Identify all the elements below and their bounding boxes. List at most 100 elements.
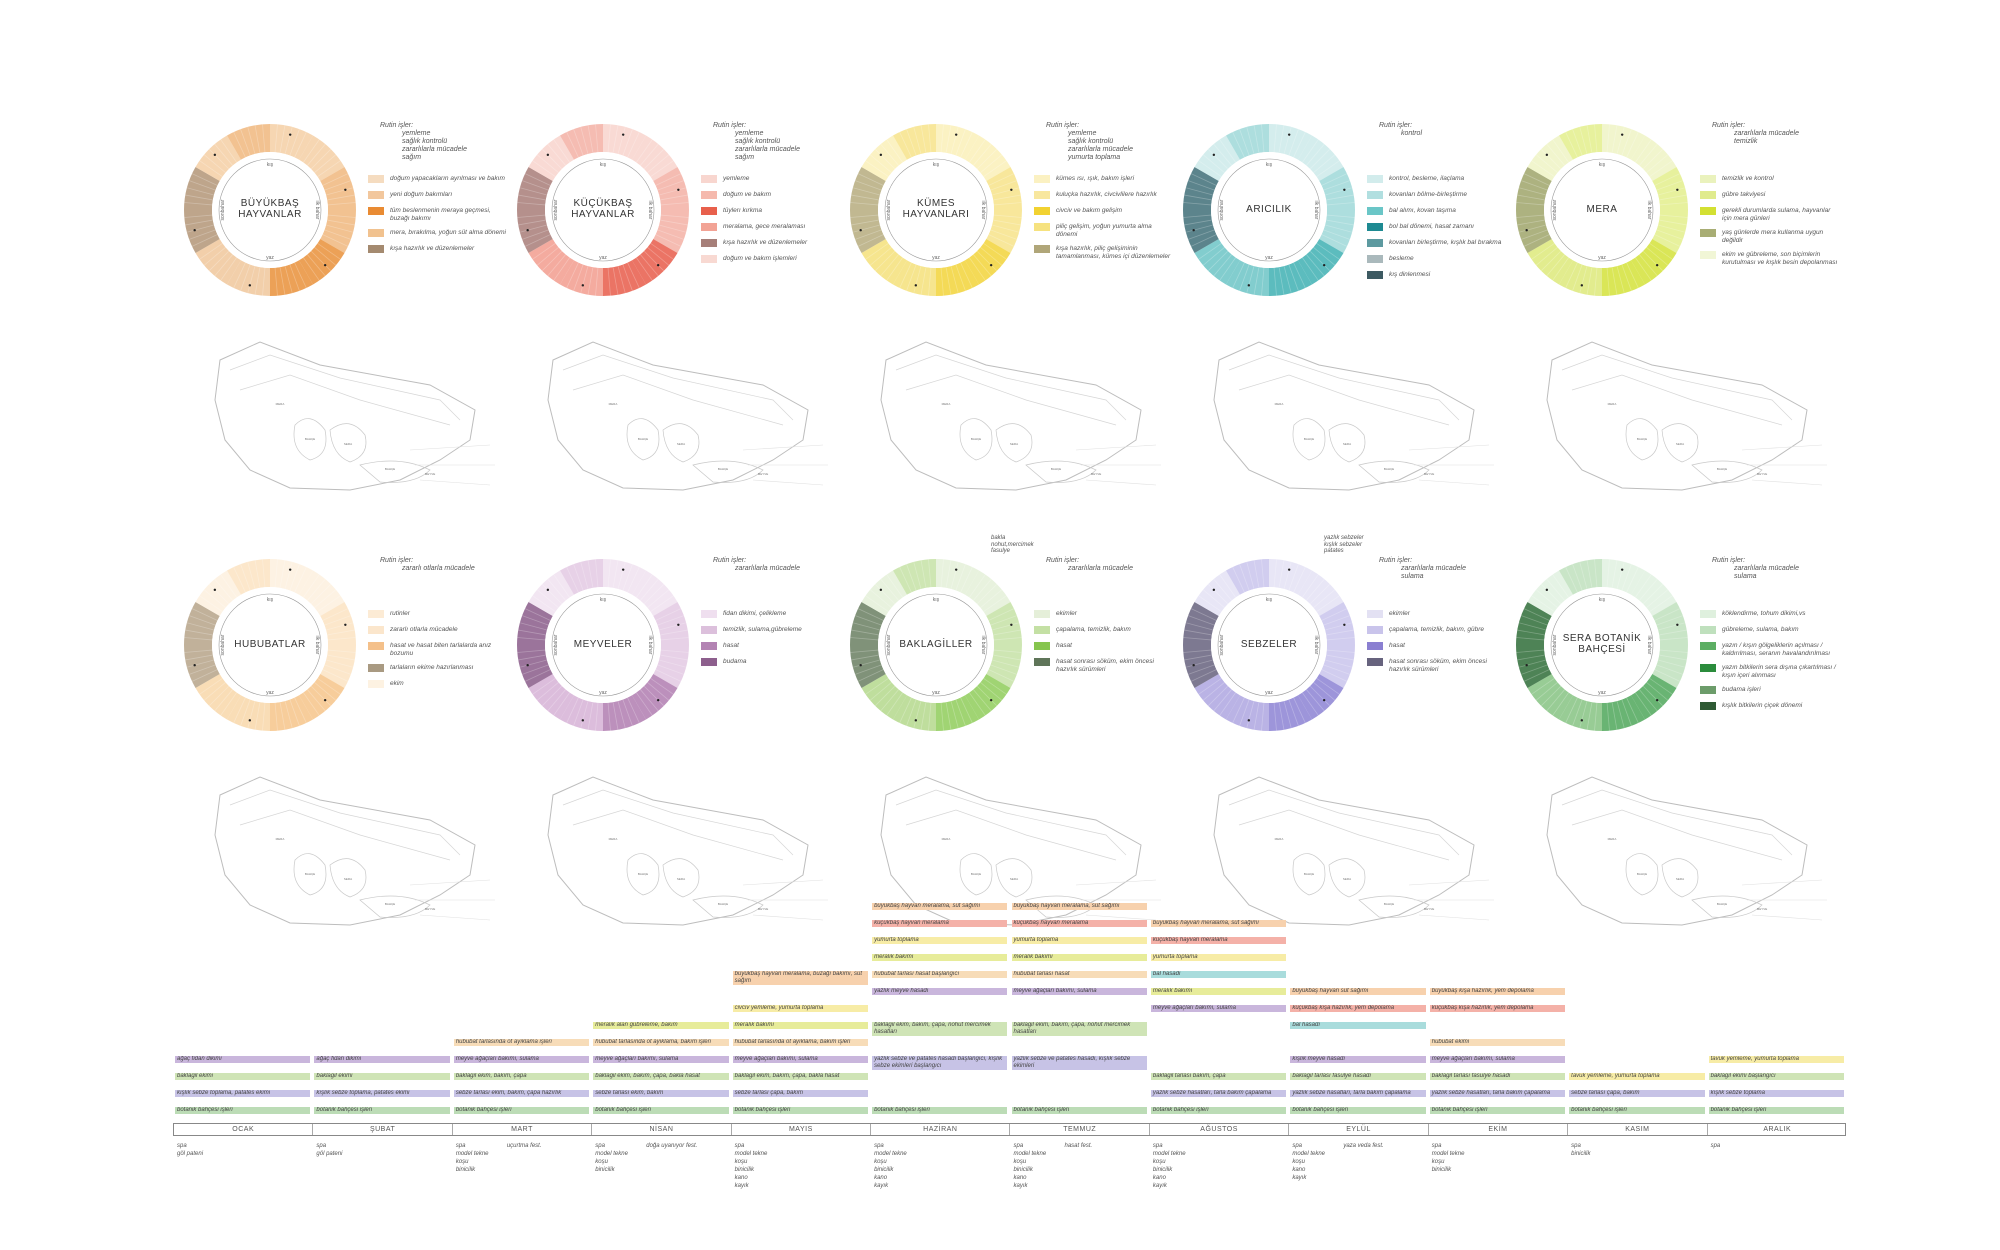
legend-swatch xyxy=(701,207,717,215)
timeline-event: spa model tekne koşu binicilik kano kayı… xyxy=(1152,1143,1186,1189)
routine-list: Rutin işler: zararlılarla mücadele sulama xyxy=(1712,557,1822,581)
timeline-bar: büyükbaş hayvan meralama, süt sağımı xyxy=(1011,903,1147,910)
activity-dot xyxy=(656,698,660,702)
timeline-bar: botanik bahçesi işleri xyxy=(1708,1107,1844,1114)
wheel-segment xyxy=(1194,135,1240,181)
legend-text: yaş günlerde mera kullanma uygun değildi… xyxy=(1722,229,1824,244)
legend-item: kışa hazırlık ve düzenlemeler xyxy=(701,239,841,248)
routine-item: zararlılarla mücadele xyxy=(735,565,800,572)
routine-label: Rutin işler: xyxy=(1712,122,1746,129)
wheel-segment xyxy=(227,559,270,595)
map-label: MEYVE xyxy=(758,907,769,911)
wheel-segment xyxy=(1652,645,1688,688)
legend-item: kış dinlenmesi xyxy=(1367,271,1507,280)
activity-dot xyxy=(914,284,918,287)
legend-item: budama işleri xyxy=(1700,686,1840,695)
wheel-segment xyxy=(1652,602,1688,645)
timeline-event: spa model tekne koşu binicilik xyxy=(595,1143,628,1173)
panel-aricilik: kış ilk bahar yaz sonbahar ARICILIK Rutin işl… xyxy=(1179,120,1509,520)
legend-swatch xyxy=(1700,175,1716,183)
map-label: BAHÇE xyxy=(1637,872,1647,876)
legend-text: hasat sonrası söküm, ekim öncesi hazırlı… xyxy=(1389,658,1487,673)
timeline-bar: botanik bahçesi işleri xyxy=(453,1107,590,1114)
wheel-segment xyxy=(1194,674,1240,720)
month-label: MART xyxy=(453,1124,593,1135)
activity-dot xyxy=(288,133,292,136)
legend-swatch xyxy=(701,239,717,247)
wheel-segment xyxy=(965,239,1011,285)
routine-item: temizlik xyxy=(1734,138,1758,145)
map-label: MERA xyxy=(942,837,951,841)
activity-dot xyxy=(1247,284,1251,287)
legend-swatch xyxy=(1367,642,1383,650)
wheel-segment xyxy=(560,695,603,731)
season-label-right: ilk bahar xyxy=(647,636,653,655)
timeline-bar: meralık bakımı xyxy=(872,954,1008,961)
site-map: BAHÇE SERA BAHÇE MERA MEYVE xyxy=(1546,776,1827,926)
month-label: OCAK xyxy=(174,1124,314,1135)
wheel-segment xyxy=(986,167,1022,210)
routine-list: Rutin işler: zararlılarla mücadele temizli… xyxy=(1712,122,1822,146)
legend-swatch xyxy=(701,658,717,666)
panel-meyveler: kış ilk bahar yaz sonbahar MEYVELER Rutin işl… xyxy=(513,555,843,955)
season-label-right: ilk bahar xyxy=(1646,636,1652,655)
timeline-bar: baklagil ekim, bakım, çapa, nohut mercim… xyxy=(1011,1022,1147,1036)
site-map: BAHÇE SERA BAHÇE MERA MEYVE xyxy=(1546,341,1827,491)
legend-item: hasat ve hasat biten tarlalarda anız boz… xyxy=(368,642,508,657)
timeline-bar: hububat ekimi xyxy=(1429,1039,1566,1046)
legend-item: zararlı otlarla mücadele xyxy=(368,626,508,635)
wheel-segment xyxy=(320,602,356,645)
timeline-bar: botanik bahçesi işleri xyxy=(872,1107,1008,1114)
map-label: BAHÇE xyxy=(1717,467,1727,471)
legend-text: kuluçka hazırlık, civcivlilere hazırlık xyxy=(1056,191,1157,198)
callout-label: nohut,mercimek xyxy=(991,541,1034,548)
wheel-segment xyxy=(965,570,1011,616)
timeline-bar: meralık alan gübreleme, bakım xyxy=(593,1022,729,1029)
legend-text: kovanları bölme-birleştirme xyxy=(1389,191,1468,198)
month-label: EKİM xyxy=(1429,1124,1569,1135)
legend-item: yazın / kışın gölgeliklerin açılması / k… xyxy=(1700,642,1840,657)
legend-item: kovanları bölme-birleştirme xyxy=(1367,191,1507,200)
season-label-left: sonbahar xyxy=(1219,199,1225,220)
wheel-segment xyxy=(850,602,886,645)
legend-text: doğum ve bakım işlemleri xyxy=(723,255,797,262)
timeline-bar: baklagil tarlası fasulye hasadı xyxy=(1290,1073,1426,1080)
season-label-left: sonbahar xyxy=(1552,634,1558,655)
timeline-bar: yazlık meyve hasadı xyxy=(872,988,1008,995)
legend-swatch xyxy=(1367,239,1383,247)
routine-item: zararlılarla mücadele xyxy=(1734,565,1799,572)
panel-title: BÜYÜKBAŞ HAYVANLAR xyxy=(238,198,302,220)
legend-text: meralama, gece meralaması xyxy=(723,223,806,230)
timeline-bar: küçükbaş hayvan meralama xyxy=(1011,920,1147,927)
timeline-bar: meyve ağaçları bakımı, sulama xyxy=(732,1056,869,1063)
map-label: BAHÇE xyxy=(385,467,395,471)
legend-item: temizlik, sulama,gübreleme xyxy=(701,626,841,635)
timeline-bar: hububat tarlasında ot ayıklama, bakım iş… xyxy=(732,1039,869,1046)
wheel-segment xyxy=(653,167,689,210)
wheel-segment xyxy=(270,695,313,731)
activity-dot xyxy=(344,188,347,192)
wheel-segment xyxy=(299,570,345,616)
legend-item: besleme xyxy=(1367,255,1507,264)
legend-swatch xyxy=(1700,610,1716,618)
map-label: SERA xyxy=(677,877,685,881)
wheel-segment xyxy=(195,135,241,181)
wheel-segment xyxy=(320,167,356,210)
wheel-segment xyxy=(603,260,646,296)
wheel-segment xyxy=(1319,602,1355,645)
legend-text: hasat sonrası söküm, ekim öncesi hazırlı… xyxy=(1056,658,1154,673)
map-label: MEYVE xyxy=(1424,907,1435,911)
legend: rutinler zararlı otlarla mücadele hasat ve… xyxy=(368,610,508,696)
timeline-bar: baklagil ekim, bakım, çapa, bakla hasat xyxy=(732,1073,869,1080)
wheel-segment xyxy=(528,135,574,181)
activity-dot xyxy=(248,719,252,722)
wheel-segment xyxy=(528,674,574,720)
timeline-bar: meyve ağaçları bakımı, sulama xyxy=(1429,1056,1566,1063)
legend-swatch xyxy=(1367,658,1383,666)
legend-swatch xyxy=(701,191,717,199)
legend-swatch xyxy=(1034,223,1050,231)
timeline-bar: meralık bakımı xyxy=(1011,954,1147,961)
wheel-segment xyxy=(603,124,646,160)
timeline-bar: büyükbaş hayvan meralama, süt sağımı xyxy=(1150,920,1287,927)
festival-event: uçurtma fest. xyxy=(506,1143,542,1149)
